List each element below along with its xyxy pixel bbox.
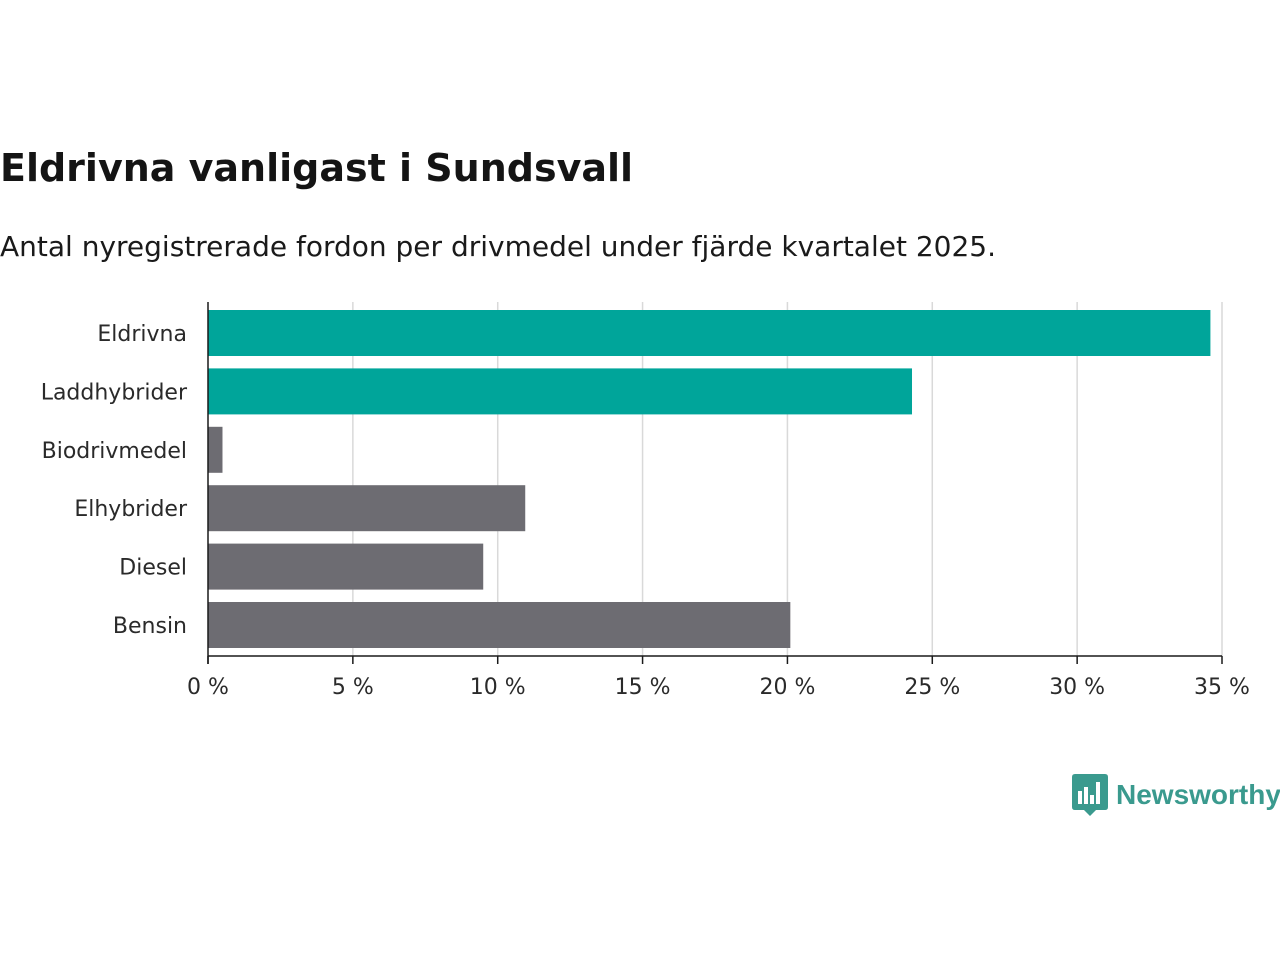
gridlines bbox=[352, 302, 1223, 656]
category-label-laddhybrider: Laddhybrider bbox=[41, 380, 188, 405]
bar-chart: 0 % 5 % 10 % 15 % 20 % 25 % 30 % 35 % Eldrivna L… bbox=[41, 302, 1250, 700]
x-tick-label-35: 35 % bbox=[1194, 675, 1250, 700]
bar-elhybrider bbox=[208, 485, 526, 532]
x-tick-label-30: 30 % bbox=[1049, 675, 1105, 700]
x-tick-label-10: 10 % bbox=[470, 675, 526, 700]
x-tick-label-0: 0 % bbox=[187, 675, 229, 700]
category-label-biodrivmedel: Biodrivmedel bbox=[42, 439, 187, 464]
bar-chart-speech-bubble-icon bbox=[1072, 774, 1108, 816]
category-label-eldrivna: Eldrivna bbox=[97, 322, 187, 347]
bar-biodrivmedel bbox=[208, 426, 223, 473]
chart-subtitle: Antal nyregistrerade fordon per drivmede… bbox=[0, 230, 997, 263]
category-label-elhybrider: Elhybrider bbox=[74, 497, 188, 522]
x-tick-label-15: 15 % bbox=[615, 675, 671, 700]
brand-name: Newsworthy bbox=[1116, 779, 1280, 810]
category-label-diesel: Diesel bbox=[119, 556, 187, 581]
x-tick-label-25: 25 % bbox=[904, 675, 960, 700]
bars bbox=[208, 310, 1211, 648]
x-tick-label-20: 20 % bbox=[759, 675, 815, 700]
chart-title: Eldrivna vanligast i Sundsvall bbox=[0, 146, 634, 190]
bar-laddhybrider bbox=[208, 368, 913, 415]
category-label-bensin: Bensin bbox=[113, 614, 187, 639]
bar-eldrivna bbox=[208, 310, 1211, 356]
category-labels: Eldrivna Laddhybrider Biodrivmedel Elhybrid… bbox=[41, 322, 188, 639]
bar-diesel bbox=[208, 543, 484, 590]
brand-logo: Newsworthy bbox=[1072, 774, 1280, 816]
bar-bensin bbox=[208, 602, 791, 648]
x-tick-label-5: 5 % bbox=[332, 675, 374, 700]
x-axis: 0 % 5 % 10 % 15 % 20 % 25 % 30 % 35 % bbox=[187, 302, 1250, 700]
